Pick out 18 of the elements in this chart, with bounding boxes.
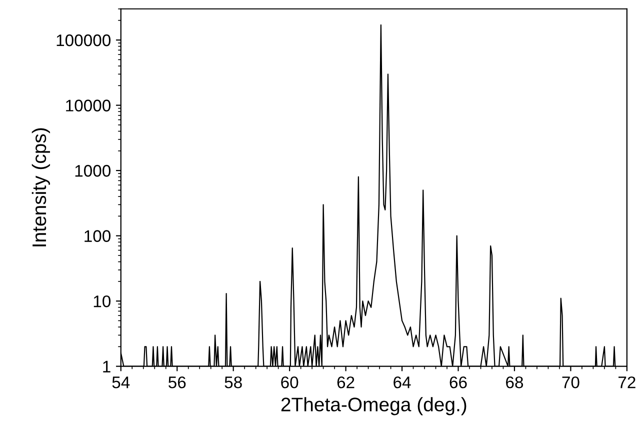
x-tick-label: 54 [112,376,130,388]
y-tick-label: 100000 [56,34,111,46]
x-tick-label: 60 [281,376,298,388]
x-tick-label: 66 [450,376,467,388]
x-axis-title: 2Theta-Omega (deg.) [281,397,466,416]
x-tick-label: 64 [394,376,411,388]
x-tick-label: 62 [337,376,354,388]
y-tick-label: 100 [84,230,111,242]
x-tick-label: 58 [224,376,242,388]
y-tick-label: 1000 [75,164,111,177]
x-tick-label: 72 [618,376,636,388]
y-tick-label: 10000 [66,100,111,112]
x-tick-label: 68 [506,376,524,388]
y-axis-title: Intensity (cps) [32,128,50,246]
x-tick-label: 70 [562,376,580,388]
x-tick-label: 56 [168,376,186,388]
y-tick-label: 1 [103,360,110,372]
y-tick-label: 10 [94,295,111,308]
